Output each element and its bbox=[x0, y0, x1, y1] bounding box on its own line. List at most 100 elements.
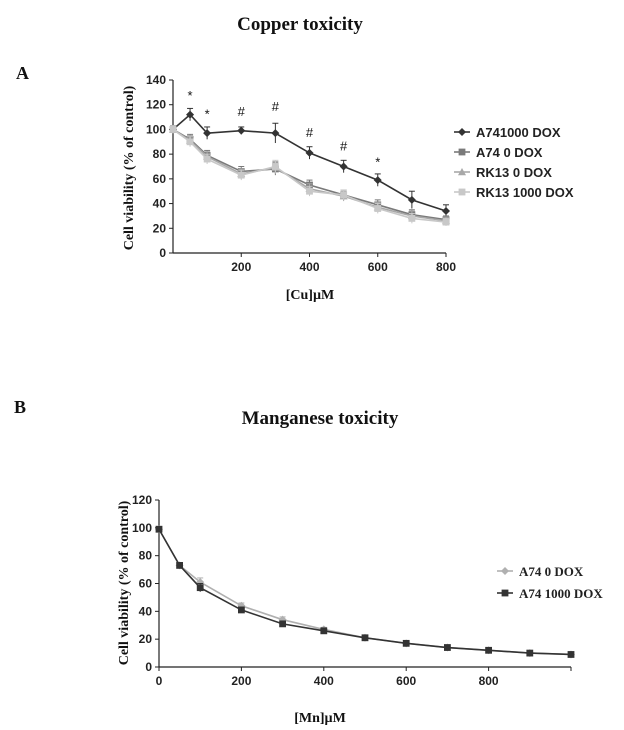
copper-chart-annotations: * * # # # # * bbox=[188, 88, 381, 170]
copper-legend-label: RK13 0 DOX bbox=[476, 165, 552, 180]
copper-series-1 bbox=[169, 107, 450, 218]
copper-y-tick-label: 80 bbox=[153, 147, 167, 161]
copper-data-point bbox=[186, 138, 194, 146]
copper-data-point bbox=[305, 148, 314, 157]
copper-legend-marker bbox=[458, 188, 466, 196]
manganese-data-point bbox=[526, 649, 534, 657]
copper-y-tick-label: 0 bbox=[159, 246, 166, 260]
copper-significance-mark: # bbox=[272, 99, 280, 114]
copper-data-point bbox=[374, 205, 382, 212]
copper-legend-label: RK13 1000 DOX bbox=[476, 185, 574, 200]
copper-x-tick-label: 600 bbox=[368, 260, 388, 274]
copper-chart-series bbox=[169, 107, 450, 226]
copper-data-point bbox=[169, 126, 177, 133]
copper-legend-item: A74 0 DOX bbox=[454, 145, 543, 160]
copper-data-point bbox=[271, 129, 280, 138]
copper-chart-axes: 0 20 40 60 80 100 120 140 200 400 600 800 bbox=[146, 73, 456, 274]
copper-y-tick-label: 100 bbox=[146, 122, 166, 136]
copper-legend-marker bbox=[458, 128, 466, 136]
manganese-legend-label: A74 1000 DOX bbox=[519, 586, 603, 601]
panel-b-letter: B bbox=[14, 397, 27, 417]
copper-series-line bbox=[172, 128, 447, 223]
copper-series-line bbox=[172, 128, 447, 221]
copper-data-point bbox=[306, 187, 313, 195]
copper-legend-label: A741000 DOX bbox=[476, 125, 561, 140]
copper-series-4 bbox=[169, 125, 450, 226]
manganese-legend-label: A74 0 DOX bbox=[519, 564, 584, 579]
manganese-chart-legend: A74 0 DOX A74 1000 DOX bbox=[497, 564, 603, 601]
copper-series-line bbox=[172, 113, 447, 212]
manganese-data-point bbox=[196, 584, 204, 592]
copper-y-tick-label: 60 bbox=[153, 172, 167, 186]
manganese-data-point bbox=[567, 651, 575, 658]
copper-x-axis-label: [Cu]µM bbox=[286, 288, 335, 303]
manganese-chart-series bbox=[155, 525, 575, 659]
manganese-series-2 bbox=[155, 525, 575, 658]
copper-data-point bbox=[203, 129, 212, 138]
manganese-data-point bbox=[176, 562, 183, 569]
copper-legend-marker bbox=[458, 148, 466, 156]
copper-legend-item: A741000 DOX bbox=[454, 125, 561, 140]
manganese-x-axis-label: [Mn]µM bbox=[294, 711, 346, 726]
manganese-y-axis-label: Cell viability (% of control) bbox=[117, 500, 132, 665]
manganese-x-tick-label: 400 bbox=[314, 674, 334, 688]
copper-data-point bbox=[442, 206, 450, 215]
manganese-y-tick-label: 20 bbox=[139, 632, 153, 646]
manganese-x-tick-label: 800 bbox=[479, 674, 499, 688]
copper-data-point bbox=[271, 163, 279, 170]
manganese-chart-axes: 0 20 40 60 80 100 120 0 200 400 600 800 bbox=[132, 493, 572, 688]
manganese-data-point bbox=[402, 639, 410, 647]
manganese-chart-title: Manganese toxicity bbox=[241, 408, 399, 429]
copper-y-tick-label: 20 bbox=[153, 221, 167, 235]
copper-y-tick-label: 140 bbox=[146, 73, 166, 87]
manganese-y-tick-label: 40 bbox=[139, 604, 153, 618]
manganese-legend-item: A74 0 DOX bbox=[497, 564, 584, 579]
copper-significance-mark: * bbox=[205, 106, 210, 121]
copper-x-tick-label: 200 bbox=[231, 260, 251, 274]
manganese-x-tick-label: 200 bbox=[231, 674, 251, 688]
copper-x-tick-label: 800 bbox=[436, 260, 456, 274]
copper-data-point bbox=[237, 126, 246, 135]
manganese-data-point bbox=[279, 620, 286, 628]
copper-significance-mark: # bbox=[340, 138, 348, 153]
copper-x-tick-label: 400 bbox=[299, 260, 319, 274]
copper-legend-item: RK13 0 DOX bbox=[454, 165, 552, 180]
copper-data-point bbox=[407, 195, 416, 204]
manganese-data-point bbox=[320, 627, 328, 635]
copper-data-point bbox=[237, 171, 245, 179]
copper-legend-label: A74 0 DOX bbox=[476, 145, 543, 160]
manganese-data-point bbox=[361, 634, 369, 642]
manganese-y-tick-label: 120 bbox=[132, 493, 152, 507]
manganese-legend-marker bbox=[501, 567, 509, 575]
copper-data-point bbox=[442, 218, 450, 226]
manganese-data-point bbox=[485, 646, 492, 654]
copper-y-tick-label: 40 bbox=[153, 197, 167, 211]
copper-chart-title: Copper toxicity bbox=[237, 14, 363, 35]
manganese-y-tick-label: 60 bbox=[139, 577, 153, 591]
copper-data-point bbox=[408, 215, 416, 222]
copper-data-point bbox=[340, 191, 348, 199]
copper-legend-marker bbox=[458, 168, 466, 176]
copper-legend-item: RK13 1000 DOX bbox=[454, 185, 574, 200]
copper-y-tick-label: 120 bbox=[146, 98, 166, 112]
manganese-data-point bbox=[238, 606, 245, 614]
manganese-data-point bbox=[196, 578, 205, 587]
copper-chart-legend: A741000 DOX A74 0 DOX RK13 0 DOX RK13 1000 … bbox=[454, 125, 574, 200]
copper-significance-mark: * bbox=[188, 88, 193, 103]
manganese-x-tick-label: 600 bbox=[396, 674, 416, 688]
copper-data-point bbox=[373, 176, 382, 185]
copper-y-axis-label: Cell viability (% of control) bbox=[122, 85, 137, 250]
copper-data-point bbox=[339, 162, 348, 171]
copper-significance-mark: * bbox=[375, 155, 380, 170]
manganese-data-point bbox=[155, 525, 163, 533]
copper-data-point bbox=[186, 110, 195, 119]
manganese-y-tick-label: 80 bbox=[139, 549, 153, 563]
manganese-y-tick-label: 0 bbox=[145, 660, 152, 674]
copper-significance-mark: # bbox=[306, 125, 314, 140]
manganese-series-line bbox=[158, 528, 572, 656]
copper-data-point bbox=[203, 155, 211, 163]
manganese-data-point bbox=[444, 644, 451, 651]
copper-significance-mark: # bbox=[238, 104, 246, 119]
